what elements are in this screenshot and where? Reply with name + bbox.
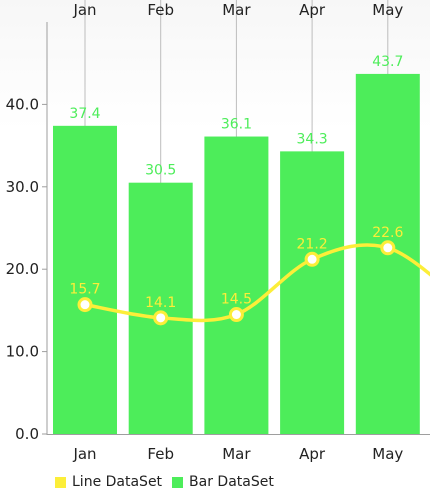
line-point (228, 307, 244, 323)
y-tick-label: 0.0 (15, 425, 39, 443)
bar-value-label: 30.5 (145, 163, 176, 179)
line-point (304, 251, 320, 267)
legend-item-bar: Bar DataSet (172, 474, 274, 490)
x-tick-label-top: Mar (222, 1, 251, 19)
line-point (380, 240, 396, 256)
bar-value-label: 43.7 (372, 54, 403, 70)
legend-swatch-line (55, 476, 66, 488)
y-tick-label: 30.0 (6, 178, 39, 196)
legend-item-line: Line DataSet (55, 474, 162, 490)
x-tick-label-top: Apr (299, 1, 326, 19)
legend-swatch-bar (172, 476, 184, 488)
bar (53, 125, 117, 434)
line-value-label: 14.1 (145, 295, 176, 311)
bar (128, 182, 193, 434)
y-tick-label: 20.0 (6, 260, 39, 278)
y-tick-label: 40.0 (6, 95, 39, 113)
legend: Line DataSet Bar DataSet (55, 473, 274, 491)
x-tick-label: Mar (222, 445, 251, 463)
bar-value-label: 34.3 (297, 131, 328, 147)
x-tick-label-top: Feb (147, 1, 174, 19)
x-tick-label-top: May (372, 1, 403, 19)
line-point (77, 297, 93, 313)
x-tick-label: Apr (299, 445, 326, 463)
line-value-label: 14.5 (221, 292, 252, 308)
legend-label-bar: Bar DataSet (189, 474, 274, 490)
y-tick-label: 10.0 (6, 343, 39, 361)
legend-label-line: Line DataSet (72, 474, 163, 490)
line-value-label: 22.6 (372, 225, 403, 241)
line-value-label: 21.2 (297, 236, 328, 252)
x-tick-label-top: Jan (72, 1, 96, 19)
x-tick-label: Feb (147, 445, 174, 463)
line-value-label: 15.7 (69, 282, 100, 298)
x-tick-label: Jan (72, 445, 96, 463)
bar-value-label: 36.1 (221, 117, 252, 133)
x-tick-label: May (372, 445, 403, 463)
bar-value-label: 37.4 (69, 106, 100, 122)
bar (204, 136, 269, 434)
line-point (153, 310, 169, 326)
bar (280, 151, 345, 435)
